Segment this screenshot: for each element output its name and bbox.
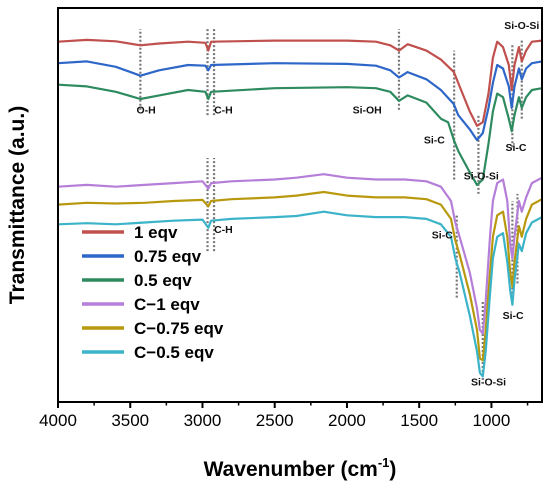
legend-label-2: 0.75 eqv — [134, 247, 202, 266]
x-tick-label-2000: 2000 — [328, 411, 366, 430]
peak-label-7: Si-O-Si — [504, 20, 539, 32]
peak-label-4: Si-C — [424, 135, 445, 147]
series-line-4 — [57, 173, 543, 335]
peak-label-2: C-H — [214, 104, 233, 116]
legend-label-6: C−0.5 eqv — [134, 343, 214, 362]
series-line-1 — [57, 38, 543, 127]
x-tick-label-3500: 3500 — [111, 411, 149, 430]
peak-annotations: O-H C-H Si-OH Si-C Si-O-Si Si-C Si-O-Si C-H Si-C… — [137, 20, 540, 388]
series-line-5 — [57, 190, 543, 362]
legend: 1 eqv 0.75 eqv 0.5 eqv C−1 eqv C−0.75 eqv C−0… — [82, 223, 224, 362]
legend-label-1: 1 eqv — [134, 223, 178, 242]
x-tick-label-2500: 2500 — [256, 411, 294, 430]
x-tick-label-3000: 3000 — [184, 411, 222, 430]
peak-label-3: Si-OH — [353, 104, 382, 116]
series-line-6 — [57, 210, 543, 378]
y-axis-title: Transmittance (a.u.) — [6, 106, 29, 304]
peak-label-8: C-H — [214, 224, 233, 236]
legend-label-5: C−0.75 eqv — [134, 319, 224, 338]
series-line-2 — [57, 60, 543, 142]
peak-label-5: Si-O-Si — [464, 171, 499, 183]
legend-label-4: C−1 eqv — [134, 295, 200, 314]
x-tick-label-1500: 1500 — [400, 411, 438, 430]
x-axis-ticks: 4000 3500 3000 2500 2000 1500 1000 — [39, 402, 529, 430]
x-axis-title: Wavenumber (cm-1) — [204, 455, 397, 481]
x-tick-label-4000: 4000 — [39, 411, 77, 430]
peak-label-9: Si-C — [432, 230, 453, 242]
plot-frame — [57, 7, 543, 403]
peak-label-11: Si-O-Si — [471, 376, 506, 388]
x-tick-label-1000: 1000 — [473, 411, 511, 430]
peak-label-1: O-H — [137, 104, 156, 116]
series-line-3 — [57, 83, 543, 186]
legend-label-3: 0.5 eqv — [134, 271, 192, 290]
peak-label-6: Si-C — [505, 142, 526, 154]
spectra-series — [57, 38, 543, 378]
peak-label-10: Si-C — [503, 310, 524, 322]
